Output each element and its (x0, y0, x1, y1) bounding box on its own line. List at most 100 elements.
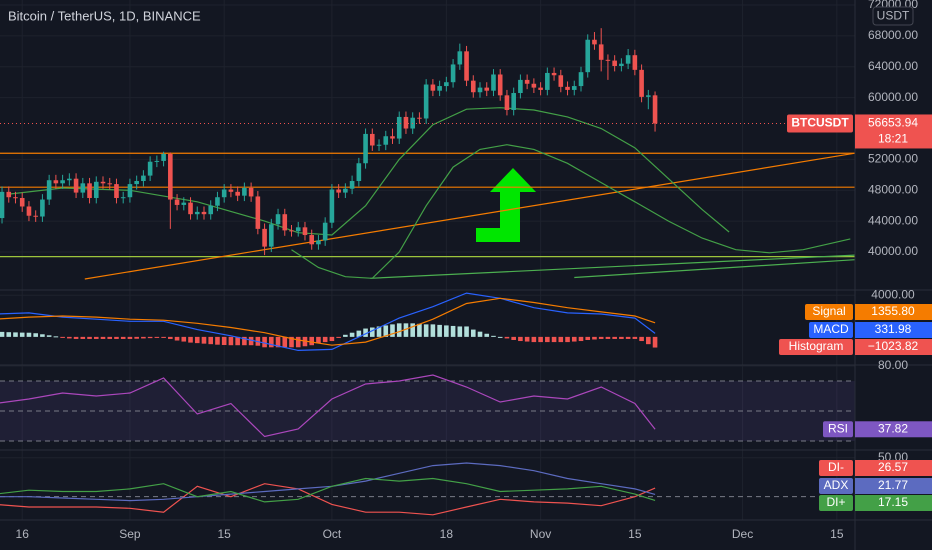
candle-body (612, 60, 617, 66)
histogram-bar (87, 336, 92, 339)
x-tick-label: 15 (218, 527, 232, 541)
histogram-bar (565, 336, 570, 343)
histogram-bar (107, 336, 113, 339)
legend-value: −1023.82 (868, 339, 919, 353)
currency-badge[interactable] (872, 6, 914, 26)
histogram-bar (383, 325, 389, 337)
candle-body (403, 116, 409, 129)
candle-body (349, 181, 355, 189)
histogram-bar (329, 336, 335, 342)
candle-body (120, 197, 126, 199)
candle-body (639, 69, 644, 97)
histogram-bar (477, 331, 483, 337)
histogram-bar (215, 336, 220, 345)
histogram-bar (168, 336, 173, 339)
candle-body (201, 211, 207, 215)
histogram-bar (19, 332, 25, 337)
candle-body (208, 205, 214, 215)
candle-body (147, 161, 153, 176)
candle-body (444, 82, 449, 87)
legend-value: 37.82 (878, 421, 908, 435)
candle-body (470, 80, 476, 93)
candle-body (154, 160, 160, 162)
histogram-bar (147, 336, 153, 339)
histogram-bar (80, 336, 86, 339)
histogram-bar (437, 324, 442, 337)
legend-name: MACD (813, 322, 849, 336)
histogram-bar (538, 336, 543, 343)
candle-body (19, 197, 25, 207)
legend-value: 1355.80 (871, 304, 915, 318)
candle-body (625, 55, 631, 64)
legend-name-box (819, 478, 853, 494)
candle-body (33, 215, 38, 217)
histogram-bar (571, 336, 577, 342)
histogram-bar (242, 336, 247, 346)
candle-body (316, 240, 321, 245)
histogram-bar (625, 336, 631, 339)
histogram-bar (619, 336, 624, 339)
histogram-bar (93, 336, 99, 339)
candle-body (60, 180, 65, 184)
histogram-bar (652, 336, 658, 348)
histogram-bar (26, 332, 32, 337)
candle-body (356, 163, 362, 182)
candle-body (437, 86, 442, 91)
candle-body (632, 55, 638, 70)
candle-body (450, 64, 456, 83)
signal-line (0, 297, 656, 346)
histogram-bar (585, 336, 591, 340)
candle-body (181, 202, 187, 205)
legend-value-box (855, 478, 932, 494)
histogram-bar (646, 336, 651, 345)
candle-body (168, 153, 173, 200)
histogram-bar (551, 336, 557, 343)
candle-body (80, 183, 86, 193)
candle-body (295, 227, 301, 232)
y-tick-label: 4000.00 (871, 287, 915, 301)
candle-body (524, 79, 530, 84)
last-price: 56653.94 (868, 116, 918, 130)
histogram-bar (194, 336, 200, 344)
legend-name-box (819, 460, 853, 476)
indicator-curve (8, 107, 730, 236)
legend-name: DI+ (826, 495, 845, 509)
countdown: 18:21 (878, 132, 908, 146)
histogram-bar (221, 336, 227, 345)
histogram-bar (127, 336, 133, 339)
histogram-bar (282, 336, 288, 348)
candle-body (0, 191, 5, 219)
arrow-icon (476, 168, 536, 242)
candle-body (6, 191, 12, 198)
price-box (855, 114, 932, 149)
histogram-bar (592, 336, 597, 340)
dmi-line (0, 483, 656, 516)
histogram-bar (349, 332, 355, 337)
candle-body (511, 93, 516, 110)
histogram-bar (444, 325, 449, 337)
legend-value-box (855, 421, 932, 438)
x-tick-label: 15 (830, 527, 844, 541)
candle-body (248, 187, 254, 197)
histogram-bar (141, 336, 146, 339)
candle-body (194, 211, 200, 215)
histogram-bar (40, 334, 45, 337)
candle-body (558, 75, 564, 87)
symbol-label: BTCUSDT (791, 116, 849, 130)
candle-body (322, 222, 328, 241)
rsi-line (0, 374, 656, 438)
candle-body (114, 184, 119, 198)
legend-name-box (819, 495, 853, 511)
histogram-bar (100, 336, 106, 339)
candle-body (484, 87, 490, 91)
histogram-bar (598, 336, 604, 339)
histogram-bar (369, 327, 375, 337)
legend-value: 331.98 (875, 322, 912, 336)
candle-body (477, 87, 483, 93)
histogram-bar (275, 336, 281, 348)
histogram-bar (208, 336, 214, 345)
legend-value: 26.57 (878, 460, 908, 474)
y-tick-label: 48000.00 (868, 182, 918, 196)
histogram-bar (423, 324, 429, 337)
candle-body (309, 235, 315, 245)
